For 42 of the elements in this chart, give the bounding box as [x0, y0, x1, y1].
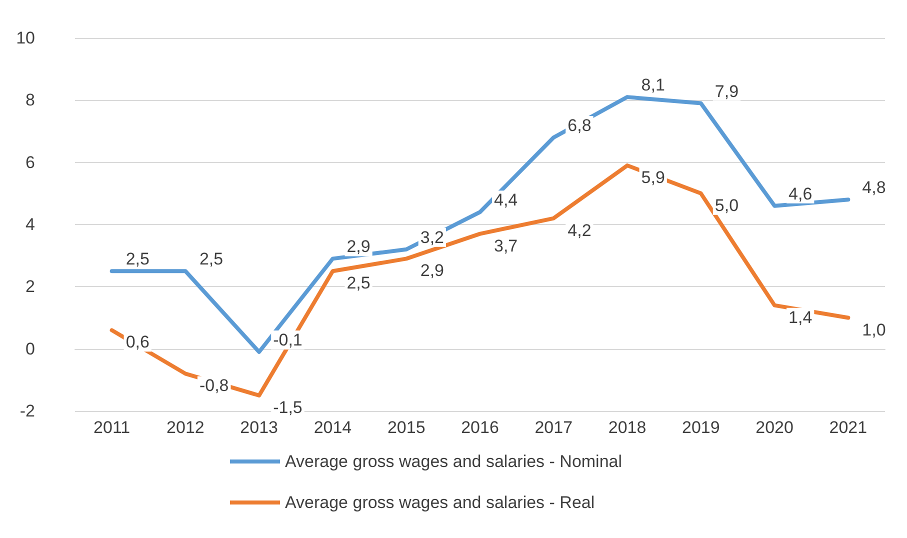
data-label: 7,9: [714, 82, 739, 101]
data-label: 0,6: [126, 332, 150, 352]
y-tick-label: 10: [16, 28, 35, 48]
data-label: 5,0: [714, 196, 739, 215]
x-tick-label: 2014: [314, 418, 352, 437]
data-label: 5,9: [641, 168, 665, 187]
x-tick-label: 2015: [387, 418, 426, 437]
data-label: 2,5: [346, 274, 370, 293]
data-label: 4,6: [788, 184, 812, 204]
data-label: 2,5: [199, 250, 224, 269]
x-tick-label: 2013: [240, 418, 278, 437]
data-label: -0,1: [273, 330, 302, 350]
data-label: 1,0: [862, 320, 886, 340]
x-tick-label: 2019: [682, 418, 720, 437]
x-tick-label: 2020: [756, 418, 794, 437]
data-label: 2,9: [346, 237, 370, 256]
data-label: 6,8: [568, 116, 592, 135]
legend-label: Average gross wages and salaries - Nominal: [285, 452, 622, 471]
y-tick-label: 8: [26, 90, 35, 110]
x-tick-label: 2021: [829, 418, 868, 437]
y-tick-label: -2: [20, 402, 35, 420]
data-label: -1,5: [273, 398, 302, 417]
data-label: -0,8: [199, 376, 229, 396]
y-tick-label: 2: [26, 277, 35, 296]
data-label: 4,4: [494, 190, 518, 210]
x-tick-label: 2012: [166, 418, 204, 437]
y-tick-label: 0: [26, 339, 35, 358]
data-label: 1,4: [788, 308, 812, 327]
x-tick-label: 2017: [534, 418, 573, 437]
data-label: 3,7: [494, 236, 518, 256]
data-label: 8,1: [641, 76, 665, 95]
data-label: 3,2: [420, 228, 444, 247]
y-tick-label: 4: [26, 215, 35, 234]
data-label: 2,9: [420, 261, 444, 280]
y-tick-label: 6: [26, 152, 35, 172]
data-label: 2,5: [126, 250, 150, 269]
legend-label: Average gross wages and salaries - Real: [285, 493, 595, 512]
x-tick-label: 2016: [461, 418, 499, 437]
data-label: 4,2: [568, 220, 592, 240]
x-tick-label: 2018: [608, 418, 646, 437]
data-label: 4,8: [862, 178, 886, 198]
x-tick-label: 2011: [94, 418, 130, 437]
